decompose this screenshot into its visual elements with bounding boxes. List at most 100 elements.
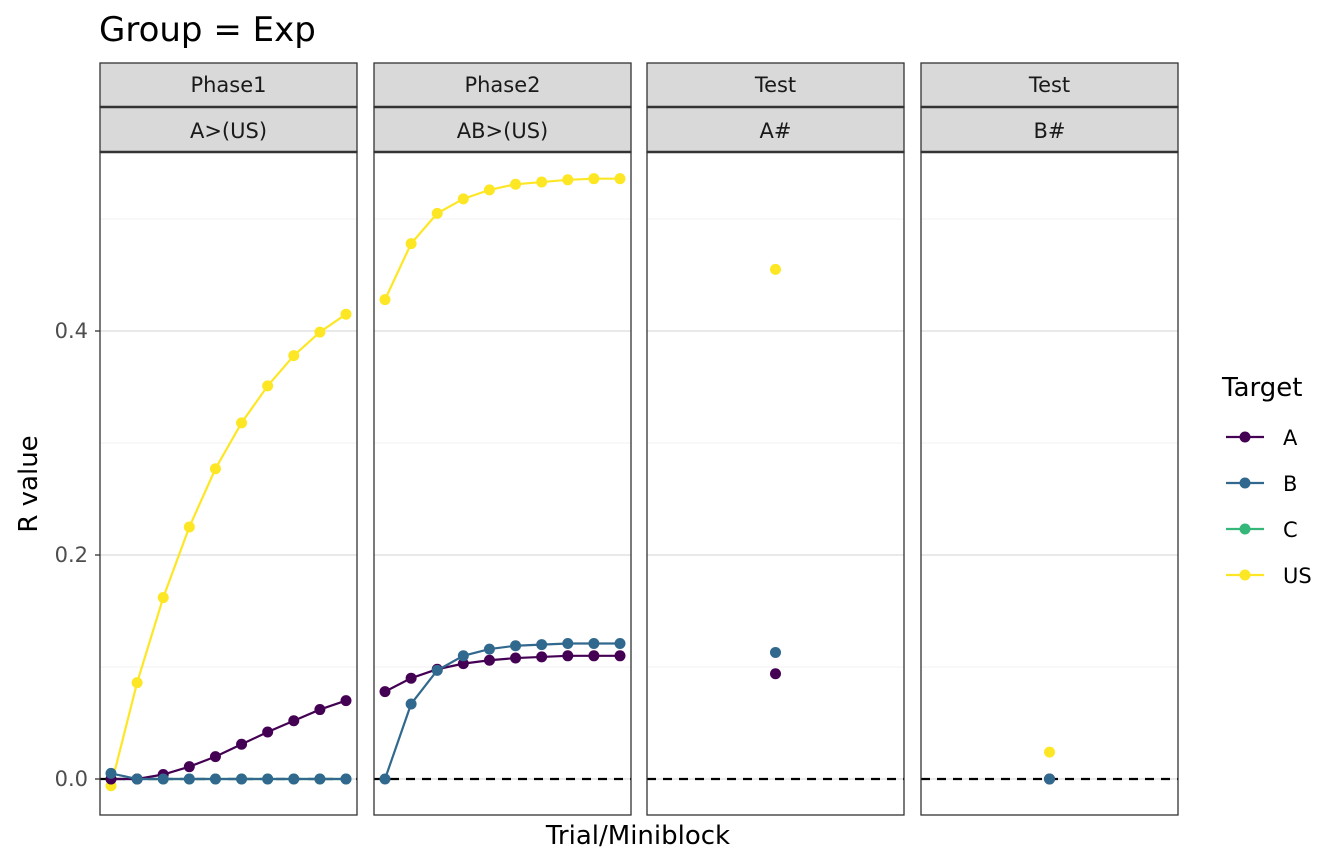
legend-key-point <box>1239 431 1251 443</box>
y-tick-label: 0.2 <box>55 543 88 567</box>
data-point-US <box>183 521 195 533</box>
data-point-US <box>431 207 443 219</box>
series-B <box>770 646 781 658</box>
data-point-US <box>209 463 221 475</box>
data-point-A <box>183 761 195 773</box>
data-point-B <box>131 773 143 785</box>
data-point-A <box>614 650 626 662</box>
legend-key-point <box>1239 523 1251 535</box>
panel-background <box>647 152 904 815</box>
data-point-A <box>483 654 495 666</box>
strip-bottom <box>99 106 358 153</box>
data-point-US <box>588 173 600 185</box>
strip-bottom-label: AB>(US) <box>457 119 548 143</box>
data-point-US <box>483 184 495 196</box>
series-line-B <box>110 772 346 781</box>
panel-background <box>100 152 357 815</box>
series-line-US <box>109 313 347 786</box>
data-point-B <box>209 773 221 785</box>
strip-top <box>646 62 905 108</box>
data-point-A <box>588 650 600 662</box>
data-point-A <box>770 668 781 680</box>
panel-2: Phase2 AB>(US) <box>373 62 632 816</box>
panel-background <box>921 152 1178 815</box>
data-point-A <box>236 738 248 750</box>
legend-title: Target <box>1221 373 1302 403</box>
strip-top-label: Test <box>1028 73 1070 97</box>
panel-1: Phase1 A>(US) <box>99 62 358 816</box>
series-B <box>379 637 626 785</box>
data-point-B <box>1044 773 1055 785</box>
data-point-B <box>536 639 548 651</box>
data-point-B <box>183 773 195 785</box>
data-point-B <box>105 767 117 779</box>
legend-key-point <box>1239 477 1251 489</box>
series-line-B <box>383 642 620 780</box>
panels: Phase1 A>(US) Phase2 AB>(US) Test A# Test B# <box>99 62 1179 816</box>
data-point-B <box>483 643 495 655</box>
panel-background <box>374 152 631 815</box>
legend-item-A: A <box>1226 426 1298 450</box>
data-point-A <box>379 686 391 698</box>
data-point-A <box>536 651 548 663</box>
series-line-A <box>384 654 620 693</box>
legend: Target ABC US <box>1221 373 1312 588</box>
strip-top <box>920 62 1179 108</box>
data-point-US <box>288 350 300 362</box>
strip-bottom-label: A# <box>760 119 792 143</box>
series-B <box>105 767 352 785</box>
panel-4: Test B# <box>920 62 1179 816</box>
data-point-A <box>288 715 300 727</box>
data-point-A <box>510 652 522 664</box>
data-point-A <box>340 695 352 707</box>
series-B <box>1044 773 1055 785</box>
strip-bottom-label: B# <box>1033 119 1065 143</box>
series-US <box>105 308 352 792</box>
legend-label: A <box>1283 426 1298 450</box>
series-line-A <box>111 699 347 781</box>
data-point-US <box>614 173 626 185</box>
strip-top-label: Test <box>754 73 796 97</box>
y-tick-label: 0.0 <box>55 767 88 791</box>
series-US <box>379 173 626 306</box>
data-point-A <box>457 658 469 670</box>
y-tick-label: 0.4 <box>55 319 88 343</box>
legend-item-US: US <box>1226 564 1312 588</box>
y-axis: 0.0 0.2 0.4 <box>55 319 100 791</box>
data-point-A <box>314 704 326 716</box>
data-point-US <box>510 178 522 190</box>
strip-top-label: Phase2 <box>464 73 540 97</box>
data-point-US <box>340 308 352 320</box>
strip-top <box>99 62 358 108</box>
strip-top-label: Phase1 <box>190 73 266 97</box>
data-point-US <box>262 380 274 392</box>
data-point-US <box>770 263 781 275</box>
data-point-B <box>157 773 169 785</box>
data-point-B <box>770 646 781 658</box>
data-point-US <box>457 193 469 205</box>
data-point-US <box>536 176 548 188</box>
data-point-US <box>405 238 417 250</box>
legend-item-B: B <box>1226 472 1297 496</box>
data-point-A <box>262 726 274 738</box>
data-point-US <box>1044 746 1055 758</box>
legend-label: US <box>1283 564 1312 588</box>
data-point-B <box>236 773 248 785</box>
data-point-US <box>236 417 248 429</box>
legend-key-point <box>1239 569 1251 581</box>
strip-bottom-label: A>(US) <box>190 119 267 143</box>
data-point-US <box>131 677 143 689</box>
data-point-B <box>340 773 352 785</box>
data-point-US <box>314 326 326 338</box>
data-point-B <box>262 773 274 785</box>
data-point-B <box>588 637 600 649</box>
strip-top <box>373 62 632 108</box>
data-point-US <box>379 294 391 306</box>
data-point-A <box>405 672 417 684</box>
data-point-B <box>562 637 574 649</box>
series-US <box>770 263 781 275</box>
legend-item-C: C <box>1226 518 1298 542</box>
data-point-B <box>405 698 417 710</box>
panel-3: Test A# <box>646 62 905 816</box>
data-point-US <box>157 592 169 604</box>
